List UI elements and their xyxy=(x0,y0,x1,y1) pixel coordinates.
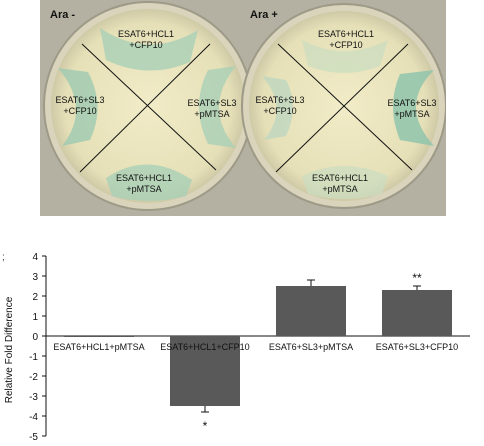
y-tick-label: -3 xyxy=(29,392,38,403)
plate-label-ara-minus: Ara - xyxy=(50,9,75,21)
category-label: ESAT6+SL3+pMTSA xyxy=(269,342,353,352)
bars xyxy=(64,279,452,413)
quadrant-label-left: +CFP10 xyxy=(63,106,96,116)
category-label: ESAT6+HCL1+pMTSA xyxy=(53,342,144,352)
y-axis-label: Relative Fold Difference xyxy=(4,296,15,403)
significance-mark: * xyxy=(203,419,208,433)
quadrant-label-right: +pMTSA xyxy=(194,109,229,119)
quadrant-label-left: +CFP10 xyxy=(263,106,296,116)
y-tick-label: 4 xyxy=(32,252,38,263)
bar-1 xyxy=(170,336,240,406)
y-tick-label: 0 xyxy=(32,332,38,343)
quadrant-label-right: +pMTSA xyxy=(394,109,429,119)
quadrant-label-top: +CFP10 xyxy=(129,40,162,50)
quadrant-label-left: ESAT6+SL3 xyxy=(55,95,104,105)
y-tick-label: 3 xyxy=(32,272,38,283)
quadrant-label-right: ESAT6+SL3 xyxy=(387,98,436,108)
quadrant-label-bottom: ESAT6+HCL1 xyxy=(312,173,368,183)
y-tick-label: 1 xyxy=(32,312,38,323)
y-tick-label: 2 xyxy=(32,292,38,303)
y-tick-label: -5 xyxy=(29,432,38,443)
bar-2 xyxy=(276,286,346,336)
quadrant-label-top: +CFP10 xyxy=(329,40,362,50)
quadrant-label-top: ESAT6+HCL1 xyxy=(118,29,174,39)
significance-marks: *** xyxy=(203,271,422,433)
panel-mark: ; xyxy=(2,252,5,263)
category-labels: ESAT6+HCL1+pMTSA ESAT6+HCL1+CFP10 ESAT6+SL… xyxy=(53,342,458,352)
plate-photo-panel: Ara - Ara + ESAT6+HCL1 +CFP10 ESAT6+SL3 … xyxy=(40,0,446,216)
fold-difference-bar-chart: Relative Fold Difference 4 3 2 1 0 -1 -2 -3 -4 -5… xyxy=(4,252,470,443)
y-tick-label: -1 xyxy=(29,352,38,363)
bacterial-growth-streaks xyxy=(262,40,434,199)
significance-mark: ** xyxy=(412,271,422,285)
quadrant-label-right: ESAT6+SL3 xyxy=(187,98,236,108)
y-ticks: 4 3 2 1 0 -1 -2 -3 -4 -5 xyxy=(29,252,46,443)
plate-label-ara-plus: Ara + xyxy=(250,9,278,21)
category-label: ESAT6+HCL1+CFP10 xyxy=(160,342,249,352)
quadrant-label-top: ESAT6+HCL1 xyxy=(318,29,374,39)
category-label: ESAT6+SL3+CFP10 xyxy=(376,342,458,352)
bar-0 xyxy=(64,336,134,337)
quadrant-label-left: ESAT6+SL3 xyxy=(255,95,304,105)
bar-3 xyxy=(382,290,452,336)
bacterial-growth-streaks xyxy=(58,28,236,201)
y-tick-label: -4 xyxy=(29,412,38,423)
plate-ara-plus xyxy=(241,3,446,209)
y-tick-label: -2 xyxy=(29,372,38,383)
quadrant-label-bottom: +pMTSA xyxy=(322,184,357,194)
quadrant-label-bottom: +pMTSA xyxy=(126,184,161,194)
quadrant-label-bottom: ESAT6+HCL1 xyxy=(116,173,172,183)
